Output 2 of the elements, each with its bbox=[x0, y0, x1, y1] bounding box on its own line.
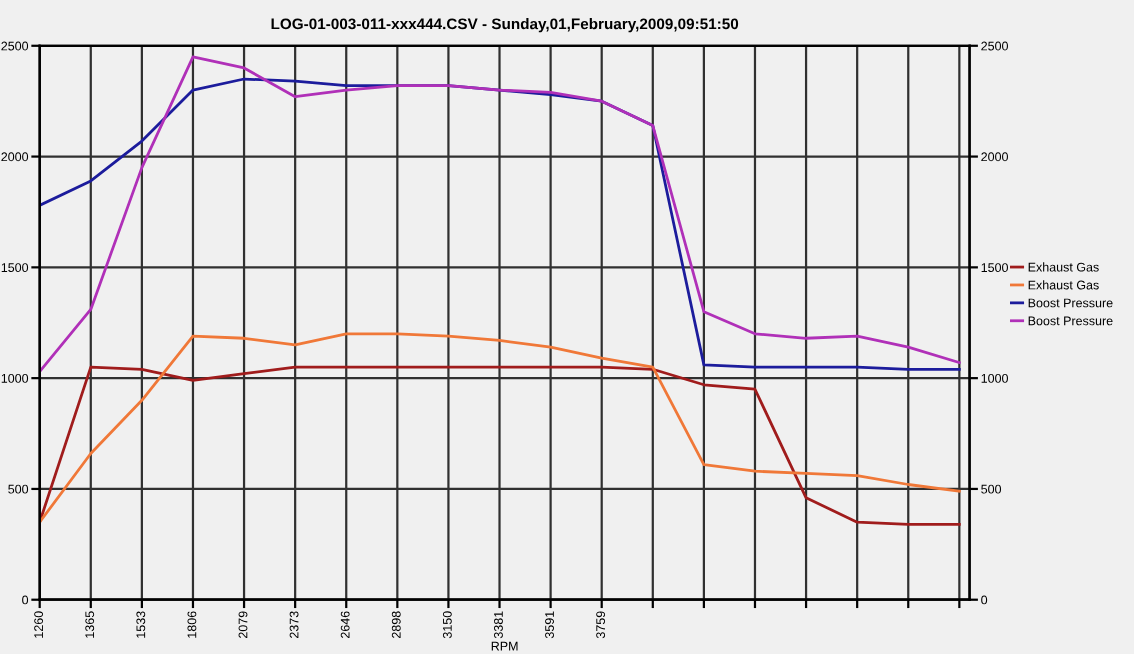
line-series bbox=[39, 332, 961, 524]
line-series bbox=[39, 365, 961, 526]
